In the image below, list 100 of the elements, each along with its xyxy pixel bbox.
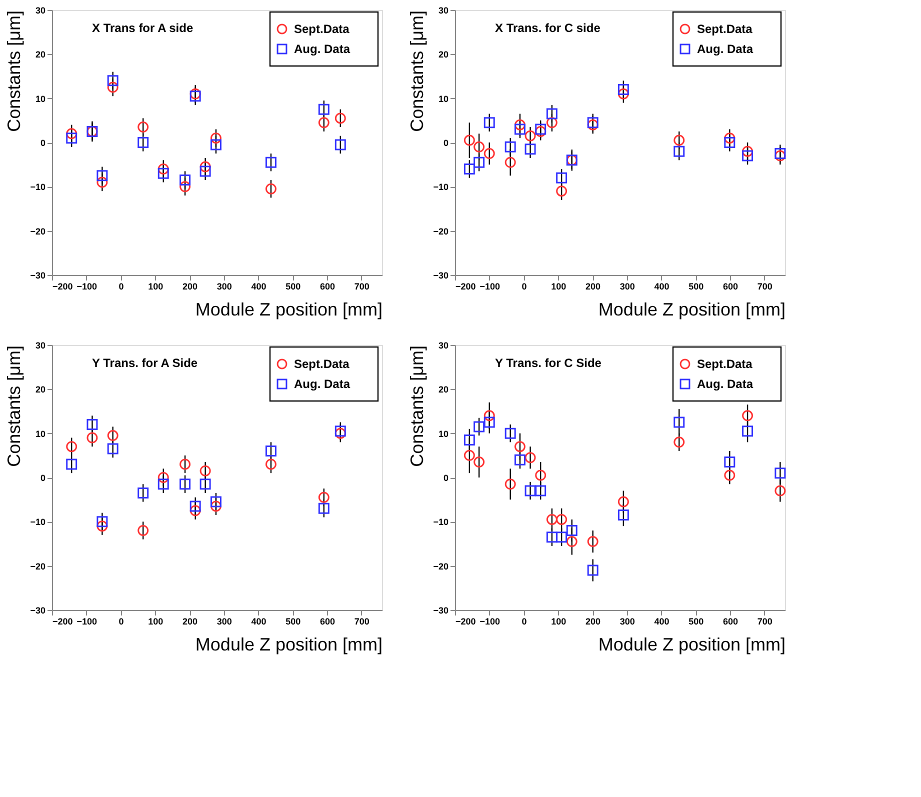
- point: [556, 172, 568, 184]
- y-tick-label: −10: [433, 517, 448, 528]
- point: [318, 104, 330, 115]
- point: [138, 122, 149, 133]
- point: [674, 436, 685, 448]
- point: [107, 82, 118, 93]
- text: Y Trans. for C Side: [495, 356, 602, 370]
- point: [524, 485, 536, 496]
- point: [742, 146, 754, 157]
- y-axis-title: Constants [μm]: [4, 346, 24, 467]
- x-tick-label: 200: [585, 282, 601, 292]
- point: [556, 186, 568, 197]
- x-tick-label: 100: [551, 282, 566, 292]
- point: [464, 434, 475, 446]
- point: [474, 141, 485, 152]
- point: [265, 183, 276, 194]
- x-tick-label: 700: [757, 282, 772, 292]
- x-tick-label: 400: [251, 616, 266, 626]
- point: [484, 117, 495, 128]
- point: [334, 112, 346, 124]
- point: [66, 128, 78, 140]
- point: [200, 166, 211, 177]
- point: [96, 516, 108, 528]
- y-tick-label: 0: [40, 138, 46, 148]
- legend-label: Aug. Data: [294, 377, 350, 391]
- x-tick-label: −100: [76, 616, 98, 626]
- point: [484, 410, 495, 422]
- legend-label: Sept.Data: [294, 357, 350, 371]
- y-tick-label: −30: [433, 270, 448, 280]
- point: [474, 456, 485, 468]
- point: [138, 525, 149, 536]
- point: [464, 450, 475, 461]
- point: [190, 88, 201, 100]
- x-tick-label: −100: [76, 282, 98, 292]
- x-tick-label: −100: [480, 282, 500, 292]
- point: [190, 90, 201, 102]
- point: [107, 75, 118, 86]
- x-tick-label: 200: [182, 282, 198, 292]
- y-tick-label: 30: [35, 340, 46, 350]
- legend-label: Aug. Data: [697, 377, 754, 391]
- x-tick-label: 500: [286, 282, 301, 292]
- x-axis-title: Module Z position [mm]: [598, 634, 786, 654]
- point: [96, 520, 108, 532]
- point: [618, 84, 629, 95]
- point: [618, 88, 629, 100]
- x-tick-label: 600: [722, 282, 738, 292]
- point: [107, 430, 118, 442]
- y-tick-label: −10: [30, 517, 46, 528]
- y-tick-label: −10: [433, 182, 448, 192]
- y-tick-label: −30: [433, 606, 448, 616]
- text: X Trans. for C side: [495, 21, 601, 35]
- point: [180, 458, 191, 470]
- point: [180, 181, 191, 192]
- y-tick-label: −20: [433, 561, 448, 572]
- x-tick-label: 0: [118, 282, 124, 292]
- point: [138, 137, 149, 148]
- point: [318, 117, 330, 128]
- y-tick-label: −30: [30, 606, 46, 616]
- point: [566, 536, 578, 548]
- point: [158, 472, 169, 483]
- point: [504, 141, 516, 152]
- point: [724, 456, 736, 468]
- point: [318, 492, 330, 503]
- x-tick-label: 700: [757, 616, 772, 626]
- y-tick-label: 30: [35, 6, 46, 16]
- point: [464, 164, 475, 174]
- y-tick-label: 10: [438, 94, 448, 104]
- x-axis-title: Module Z position [mm]: [195, 300, 382, 320]
- point: [774, 485, 786, 496]
- y-tick-label: −10: [30, 182, 46, 192]
- point: [524, 452, 536, 464]
- point: [742, 150, 754, 162]
- point: [200, 478, 211, 490]
- x-tick-label: 700: [354, 616, 370, 626]
- legend-label: Sept.Data: [294, 22, 350, 36]
- point: [514, 441, 526, 452]
- point: [474, 156, 485, 168]
- point: [546, 532, 558, 543]
- x-tick-label: 500: [688, 282, 704, 292]
- point: [618, 496, 629, 508]
- y-tick-label: 0: [443, 138, 448, 148]
- x-tick-label: 400: [251, 282, 266, 292]
- point: [265, 156, 276, 168]
- point: [504, 428, 516, 439]
- x-tick-label: 0: [118, 616, 124, 626]
- x-tick-label: 0: [522, 616, 527, 626]
- point: [724, 132, 736, 144]
- x-tick-label: 200: [585, 616, 601, 626]
- point: [138, 487, 149, 498]
- point: [158, 478, 169, 490]
- point: [66, 441, 78, 452]
- y-tick-label: 10: [35, 94, 46, 104]
- point: [464, 134, 475, 146]
- y-tick-label: −30: [30, 270, 46, 280]
- point: [546, 117, 558, 128]
- point: [210, 496, 222, 508]
- legend-label: Sept.Data: [697, 22, 753, 36]
- legend-label: Aug. Data: [697, 42, 754, 56]
- point: [566, 525, 578, 536]
- point: [180, 174, 191, 186]
